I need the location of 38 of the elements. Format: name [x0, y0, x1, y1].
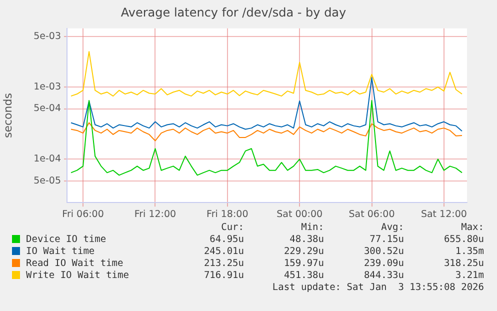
legend-label: Device IO time — [25, 234, 108, 246]
text: 844.33u — [362, 270, 404, 282]
x-tick-label: Sat 06:00 — [348, 208, 395, 220]
y-tick-label: 1e-03 — [34, 82, 61, 93]
text: 300.52u — [362, 246, 404, 258]
text: 64.95u — [208, 234, 244, 246]
legend-label: Write IO Wait time — [25, 270, 130, 282]
text: 655.80u — [442, 234, 484, 246]
text: Last update: Sat Jan 3 13:55:08 2026 — [271, 282, 484, 294]
x-tick-label: Fri 18:00 — [206, 208, 248, 220]
text: 1.35m — [454, 246, 484, 258]
text: 716.91u — [202, 270, 244, 282]
text: 77.15u — [368, 234, 404, 246]
text: 451.38u — [282, 270, 324, 282]
legend-label: IO Wait time — [25, 246, 96, 258]
x-tick-label: Sat 00:00 — [276, 208, 323, 220]
x-tick-label: Sat 12:00 — [420, 208, 467, 220]
text: 48.38u — [288, 234, 324, 246]
text: 213.25u — [202, 258, 244, 270]
y-axis-title: seconds — [1, 92, 14, 138]
legend-label: Read IO Wait time — [25, 258, 124, 270]
text: Max: — [460, 222, 484, 234]
y-tick-label: 1e-04 — [34, 154, 61, 165]
text: Cur: — [220, 222, 244, 234]
text: Min: — [300, 222, 324, 234]
text: 245.01u — [202, 246, 244, 258]
text: Avg: — [380, 222, 404, 234]
x-tick-label: Fri 12:00 — [134, 208, 176, 220]
y-tick-label: 5e-05 — [34, 175, 61, 186]
chart-title: Average latency for /dev/sda - by day — [120, 5, 346, 20]
y-tick-label: 5e-03 — [34, 31, 61, 42]
text: 318.25u — [442, 258, 484, 270]
text: 3.21m — [454, 270, 484, 282]
x-tick-label: Fri 06:00 — [62, 208, 104, 220]
y-tick-label: 5e-04 — [34, 103, 61, 114]
text: 239.09u — [362, 258, 404, 270]
text: 229.29u — [282, 246, 324, 258]
text: 159.97u — [282, 258, 324, 270]
